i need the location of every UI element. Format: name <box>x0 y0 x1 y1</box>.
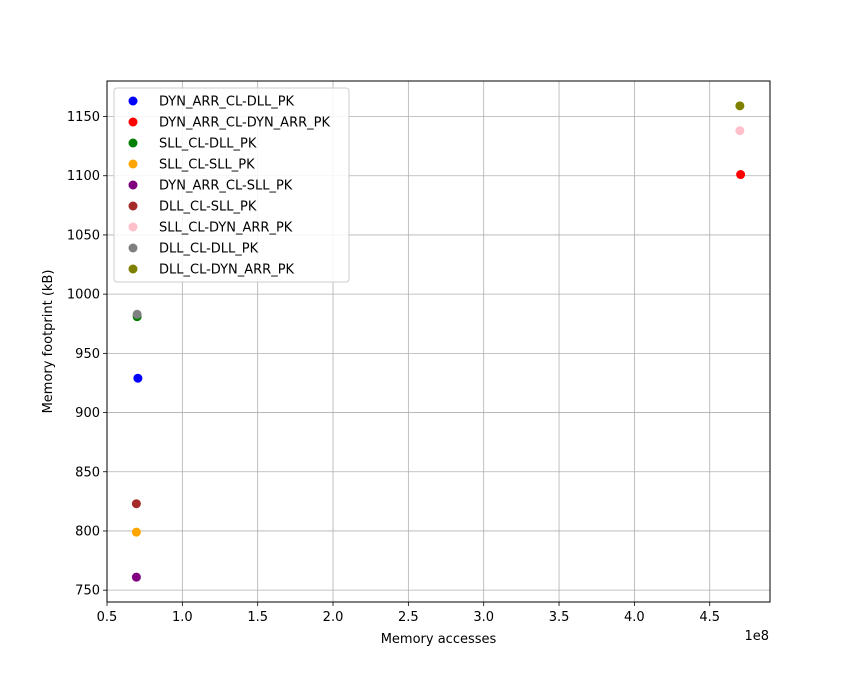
y-tick-label: 800 <box>75 524 100 539</box>
legend-marker <box>128 201 138 211</box>
x-tick-label: 0.5 <box>97 610 118 625</box>
y-tick-label: 1050 <box>67 228 100 243</box>
x-tick-label: 3.5 <box>549 610 570 625</box>
y-axis-label: Memory footprint (kB) <box>41 270 56 414</box>
legend-entry-label: DYN_ARR_CL-SLL_PK <box>159 179 293 194</box>
x-tick-label: 1.0 <box>172 610 193 625</box>
legend: DYN_ARR_CL-DLL_PK DYN_ARR_CL-DYN_ARR_PK SL… <box>113 87 350 283</box>
axis-ticks: 0.5 1.0 1.5 2.0 2.5 3.0 3.5 4.0 4.5 750 800 850 900 9… <box>67 110 720 625</box>
legend-entry-label: DYN_ARR_CL-DYN_ARR_PK <box>159 116 330 131</box>
legend-marker <box>128 264 138 274</box>
plot-frame <box>106 80 771 603</box>
x-tick-label: 1.5 <box>247 610 268 625</box>
x-axis-offset-label: 1e8 <box>744 629 769 644</box>
legend-entry-label: DLL_CL-SLL_PK <box>159 200 257 215</box>
legend-marker <box>128 180 138 190</box>
legend-marker <box>128 243 138 253</box>
y-tick-label: 750 <box>75 584 100 599</box>
x-tick-label: 4.0 <box>624 610 645 625</box>
legend-box <box>113 87 350 283</box>
y-tick-label: 1150 <box>67 110 100 125</box>
data-point <box>132 309 142 319</box>
x-tick-label: 2.5 <box>398 610 419 625</box>
y-tick-label: 1000 <box>67 288 100 303</box>
legend-entry-label: SLL_CL-DYN_ARR_PK <box>159 221 293 236</box>
legend-marker <box>128 159 138 169</box>
data-point <box>735 126 745 136</box>
x-tick-label: 2.0 <box>323 610 344 625</box>
legend-entry-label: DYN_ARR_CL-DLL_PK <box>159 95 295 110</box>
legend-entry-label: SLL_CL-SLL_PK <box>159 158 255 173</box>
data-point <box>736 170 746 180</box>
x-axis-label: Memory accesses <box>381 632 497 647</box>
data-point <box>735 101 745 111</box>
legend-entry-label: SLL_CL-DLL_PK <box>159 137 257 152</box>
y-tick-label: 1100 <box>67 169 100 184</box>
x-tick-label: 4.5 <box>699 610 720 625</box>
y-tick-label: 850 <box>75 465 100 480</box>
data-point <box>131 572 141 582</box>
data-point <box>131 499 141 509</box>
legend-marker <box>128 117 138 127</box>
y-tick-label: 900 <box>75 406 100 421</box>
data-points <box>131 101 746 582</box>
y-tick-label: 950 <box>75 347 100 362</box>
x-tick-label: 3.0 <box>473 610 494 625</box>
legend-marker <box>128 96 138 106</box>
data-point <box>133 373 143 383</box>
data-point <box>131 527 141 537</box>
legend-entry-label: DLL_CL-DLL_PK <box>159 242 259 257</box>
legend-marker <box>128 138 138 148</box>
legend-entry-label: DLL_CL-DYN_ARR_PK <box>159 263 295 278</box>
legend-marker <box>128 222 138 232</box>
